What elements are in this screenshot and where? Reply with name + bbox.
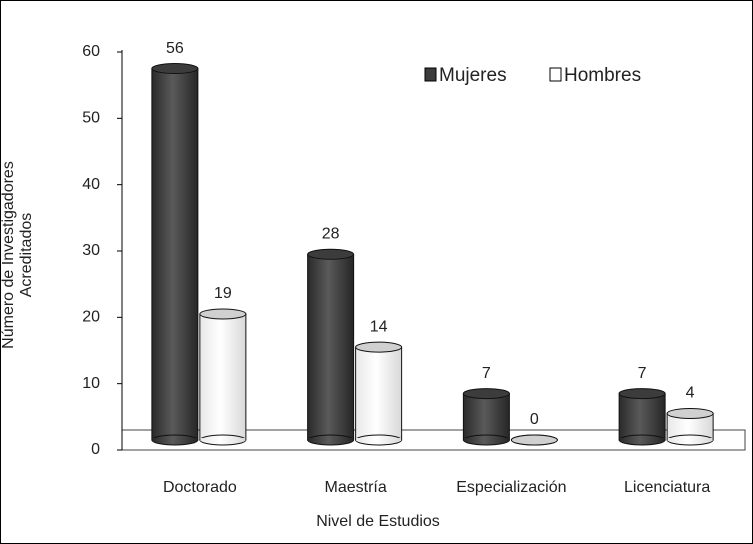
data-label: 7 xyxy=(638,365,647,382)
bar xyxy=(666,407,714,446)
y-axis-title: Número de Investigadores Acreditados xyxy=(0,161,35,349)
bar-top xyxy=(462,388,510,400)
bar-top xyxy=(151,63,199,75)
bar xyxy=(618,388,666,446)
bar xyxy=(151,63,199,446)
y-tick-label: 20 xyxy=(82,309,100,326)
data-label: 14 xyxy=(370,318,388,335)
y-tick-label: 0 xyxy=(91,441,100,458)
bar xyxy=(355,341,403,446)
bar-top xyxy=(307,248,355,260)
data-label: 56 xyxy=(166,40,184,57)
y-tick-label: 10 xyxy=(82,375,100,392)
bar-cover xyxy=(619,438,665,441)
legend-swatch xyxy=(549,67,562,82)
bar-body xyxy=(355,346,403,441)
bar-top xyxy=(199,308,247,320)
data-label: 19 xyxy=(214,285,232,302)
bar-body xyxy=(199,313,247,441)
bar-cover xyxy=(463,438,509,441)
x-tick-label: Licenciatura xyxy=(624,479,710,496)
bar xyxy=(307,248,355,446)
data-label: 7 xyxy=(482,365,491,382)
x-axis-title: Nivel de Estudios xyxy=(316,513,440,530)
legend-swatch xyxy=(424,67,437,82)
data-label: 0 xyxy=(530,411,539,428)
bar-top xyxy=(666,407,714,419)
data-label: 4 xyxy=(686,385,695,402)
bar-top xyxy=(618,388,666,400)
x-tick-label: Doctorado xyxy=(163,479,237,496)
y-tick-label: 50 xyxy=(82,110,100,127)
y-tick-label: 30 xyxy=(82,242,100,259)
bar xyxy=(462,388,510,446)
bar-cover xyxy=(200,438,246,441)
y-tick-label: 40 xyxy=(82,176,100,193)
x-tick-label: Especialización xyxy=(456,479,566,496)
bar-cover xyxy=(152,438,198,441)
bar-cover xyxy=(356,438,402,441)
bar-cover xyxy=(667,438,713,441)
bar-top xyxy=(510,434,558,446)
bar-body xyxy=(618,393,666,441)
legend-label: Mujeres xyxy=(439,65,507,86)
bar-body xyxy=(462,393,510,441)
bar xyxy=(199,308,247,446)
bar-body xyxy=(307,253,355,441)
bar-top xyxy=(355,341,403,353)
data-label: 28 xyxy=(322,225,340,242)
bar xyxy=(510,434,558,446)
bar-cover xyxy=(308,438,354,441)
x-tick-label: Maestría xyxy=(325,479,387,496)
y-tick-label: 60 xyxy=(82,43,100,60)
legend-label: Hombres xyxy=(564,65,641,86)
bar-body xyxy=(151,68,199,441)
